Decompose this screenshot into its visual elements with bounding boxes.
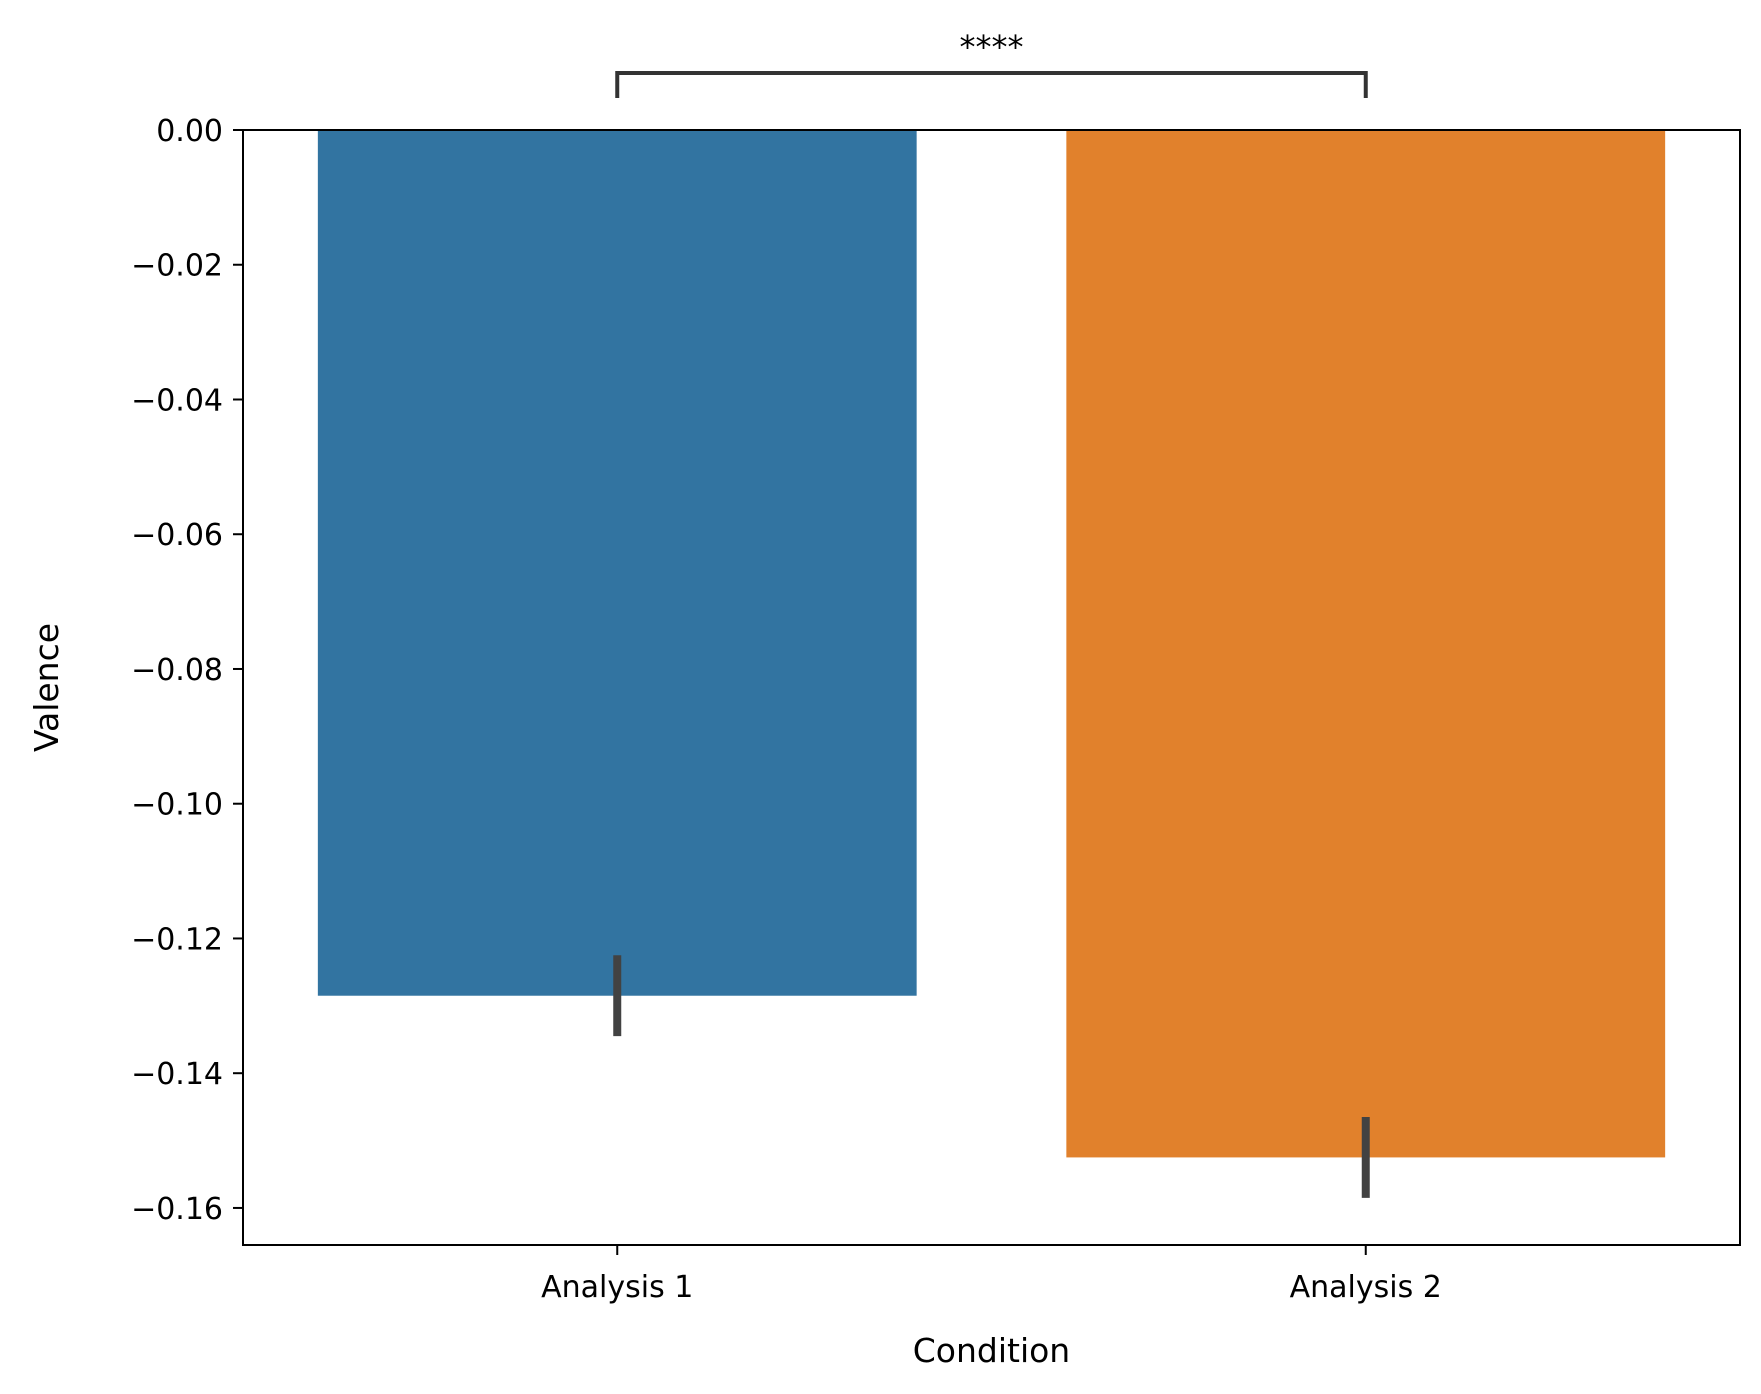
y-tick-label: −0.04 — [131, 383, 223, 418]
bars-group — [317, 130, 1666, 1158]
error-bars-group — [613, 955, 1370, 1198]
y-tick-label: −0.14 — [131, 1057, 223, 1092]
y-tick-label: 0.00 — [156, 114, 223, 149]
x-axis: Analysis 1 Analysis 2 — [541, 1245, 1442, 1305]
y-axis: 0.00 −0.02 −0.04 −0.06 −0.08 −0.10 −0.12 −0.14 −… — [131, 114, 243, 1227]
x-axis-label: Condition — [913, 1331, 1070, 1370]
significance-bracket — [615, 71, 1368, 98]
x-tick-label: Analysis 2 — [1290, 1270, 1442, 1305]
y-tick-label: −0.06 — [131, 518, 223, 553]
y-axis-label: Valence — [27, 623, 66, 752]
bar-1 — [317, 130, 917, 996]
plot-frame — [242, 129, 1741, 1246]
significance-stars: **** — [960, 28, 1024, 66]
y-tick-label: −0.02 — [131, 249, 223, 284]
y-tick-label: −0.12 — [131, 922, 223, 957]
significance-annotation: **** — [615, 28, 1368, 98]
y-tick-label: −0.16 — [131, 1192, 223, 1227]
bar-2 — [1066, 130, 1666, 1158]
y-tick-label: −0.08 — [131, 653, 223, 688]
y-tick-label: −0.10 — [131, 788, 223, 823]
x-tick-label: Analysis 1 — [541, 1270, 693, 1305]
